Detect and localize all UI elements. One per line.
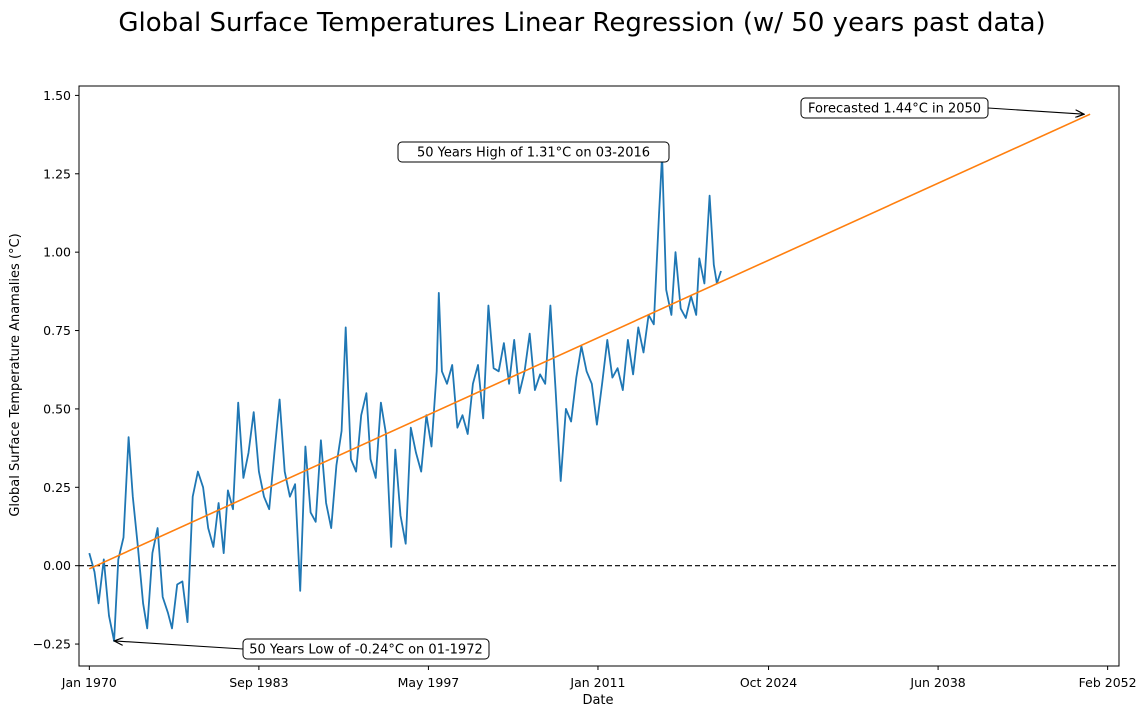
chart-title: Global Surface Temperatures Linear Regre… xyxy=(118,8,1045,38)
x-tick-label: Jan 2011 xyxy=(569,675,625,690)
annotation-low-arrow xyxy=(114,641,244,650)
x-tick-label: Jan 1970 xyxy=(61,675,117,690)
plot-frame xyxy=(78,85,1120,667)
plot-area: Jan 1970 Sep 1983 May 1997 Jan 2011 Oct 2024… xyxy=(33,85,1137,690)
x-tick-label: Oct 2024 xyxy=(740,675,797,690)
y-tick-label: 1.00 xyxy=(43,245,71,260)
annotation-high-box xyxy=(397,141,670,163)
x-tick-label: Jun 2038 xyxy=(909,675,965,690)
y-tick-label: 1.25 xyxy=(43,166,71,181)
annotation-low-label: 50 Years Low of -0.24°C on 01-1972 xyxy=(249,643,483,658)
temperature-anomaly-line xyxy=(88,154,722,642)
x-tick-label: Sep 1983 xyxy=(229,675,288,690)
y-tick-label: 0.50 xyxy=(43,401,71,416)
y-tick-label: 0.25 xyxy=(43,480,71,495)
y-tick-label: 0.75 xyxy=(43,323,71,338)
annotation-forecast-arrow xyxy=(987,107,1084,114)
x-tick-label: May 1997 xyxy=(398,675,460,690)
y-axis-title: Global Surface Temperature Anamalies (°C… xyxy=(8,233,23,516)
annotation-low-group: 50 Years Low of -0.24°C on 01-1972 xyxy=(114,638,490,660)
regression-line xyxy=(88,113,1091,570)
annotation-forecast-box xyxy=(800,97,989,119)
y-tick-label: −0.25 xyxy=(33,637,71,652)
annotation-high-group: 50 Years High of 1.31°C on 03-2016 xyxy=(397,141,670,163)
annotation-forecast-group: Forecasted 1.44°C in 2050 xyxy=(800,97,1084,119)
annotation-low-box xyxy=(242,638,490,660)
annotation-high-label: 50 Years High of 1.31°C on 03-2016 xyxy=(417,146,650,161)
y-tick-label: 1.50 xyxy=(43,88,71,103)
x-axis-title: Date xyxy=(582,693,613,708)
y-tick-label: 0.00 xyxy=(43,558,71,573)
annotation-forecast-label: Forecasted 1.44°C in 2050 xyxy=(808,102,981,117)
x-tick-label: Feb 2052 xyxy=(1079,675,1137,690)
